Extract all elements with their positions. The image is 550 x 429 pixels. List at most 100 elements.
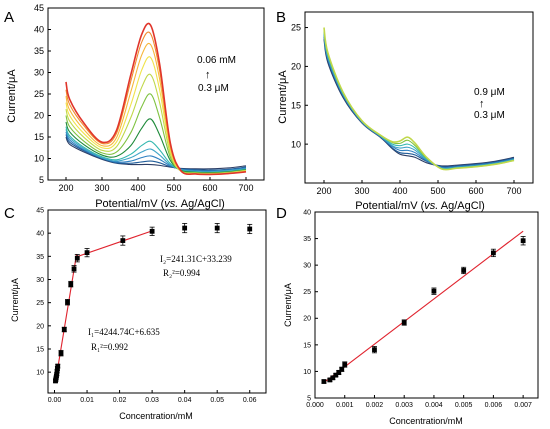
- data-point-d: [327, 377, 333, 383]
- legend-top-b: 0.9 μM: [474, 87, 505, 98]
- x-tick-label-3: 0.005: [455, 402, 473, 409]
- y-tick-label-3: 25: [303, 289, 311, 296]
- series-line-b-6: [323, 27, 515, 171]
- y-tick-label-3: 20: [303, 316, 311, 323]
- x-tick-label-2: 0.03: [145, 397, 159, 404]
- data-point-c: [61, 327, 67, 332]
- y-axis-label-b: Current/μA: [277, 70, 289, 124]
- x-tick-label-3: 0.000: [306, 402, 324, 409]
- plot-frame-a: [47, 7, 265, 181]
- data-point-d: [339, 366, 345, 372]
- y-axis-label-c: Current/μA: [10, 278, 20, 322]
- data-point-d: [431, 288, 437, 294]
- x-tick-label-3: 0.001: [336, 402, 354, 409]
- panel-letter-d: D: [276, 205, 287, 222]
- data-point-d: [372, 347, 377, 353]
- y-tick-label-0: 20: [34, 111, 44, 121]
- curves-a: [65, 22, 247, 176]
- x-axis-label-a: Potential/mV (vs. Ag/AgCl): [95, 198, 225, 210]
- x-tick-label-2: 0.05: [210, 397, 224, 404]
- curves-b: [323, 27, 515, 171]
- data-point-c: [58, 350, 64, 356]
- y-axis-label-d: Current/μA: [283, 283, 293, 327]
- x-tick-label-0: 300: [94, 183, 109, 193]
- data-point-c: [54, 368, 60, 374]
- points-c: [52, 223, 253, 384]
- panel-letter-a: A: [4, 9, 14, 26]
- x-axis-label-b-italic: vs.: [424, 200, 438, 212]
- y-tick-label-2: 10: [36, 370, 44, 377]
- fit-lines-c: [54, 230, 153, 382]
- data-point-c: [247, 226, 253, 232]
- y-tick-label-2: 40: [36, 231, 44, 238]
- legend-top-a: 0.06 mM: [197, 55, 236, 66]
- x-tick-label-2: 0.06: [243, 397, 257, 404]
- y-tick-label-0: 35: [34, 46, 44, 56]
- y-tick-label-1: 10: [291, 139, 301, 149]
- data-point-c: [68, 281, 74, 287]
- x-tick-label-3: 0.004: [425, 402, 443, 409]
- data-point-d: [520, 238, 526, 244]
- data-point-d: [336, 370, 342, 375]
- data-point-c: [71, 266, 77, 272]
- data-point-c: [74, 255, 80, 261]
- y-tick-label-0: 25: [34, 89, 44, 99]
- data-point-d: [342, 362, 348, 367]
- y-tick-label-2: 15: [36, 346, 44, 353]
- data-point-d: [491, 250, 496, 256]
- x-axis-label-a-tail: Ag/AgCl): [178, 198, 224, 210]
- y-tick-label-2: 25: [36, 300, 44, 307]
- data-point-c: [65, 299, 70, 305]
- fit-equation-2: I₂=241.31C+33.239: [160, 254, 232, 264]
- data-point-d: [330, 375, 336, 381]
- y-tick-label-1: 15: [291, 100, 301, 110]
- x-tick-label-1: 300: [354, 186, 369, 196]
- x-tick-label-3: 0.003: [395, 402, 413, 409]
- y-tick-label-3: 10: [303, 369, 311, 376]
- data-point-d: [321, 379, 327, 384]
- x-tick-label-2: 0.00: [48, 397, 62, 404]
- ticks-c: 0.00 0.01 0.02 0.03 0.04 0.05 0.06 10 15 20 25 30 35…: [36, 207, 256, 404]
- y-tick-label-1: 20: [291, 62, 301, 72]
- x-tick-label-2: 0.02: [113, 397, 127, 404]
- x-tick-label-0: 200: [58, 183, 73, 193]
- data-point-d: [401, 320, 407, 325]
- data-point-c: [214, 225, 220, 231]
- panel-a-chart: 200 300 400 500 600 700 5 10 15 20 25 30 35 40 45 Curr…: [6, 3, 265, 210]
- points-d: [321, 236, 526, 384]
- x-axis-label-d: Concentration/mM: [389, 416, 463, 426]
- x-tick-label-3: 0.007: [514, 402, 532, 409]
- data-point-d: [461, 268, 467, 273]
- x-axis-label-c: Concentration/mM: [119, 411, 193, 421]
- x-axis-label-b-tail: Ag/AgCl): [438, 200, 484, 212]
- legend-arrow-b: ↑: [479, 98, 485, 110]
- x-tick-label-2: 0.04: [178, 397, 192, 404]
- x-tick-label-1: 400: [392, 186, 407, 196]
- panel-b-chart: 200 300 400 500 600 700 10 15 20 25 Current/μA Po…: [277, 11, 534, 212]
- series-line-a-1: [65, 134, 247, 171]
- plot-frame-d: [314, 211, 539, 399]
- y-tick-label-0: 10: [34, 154, 44, 164]
- fit-r-squared-2: R₂²=0.994: [163, 268, 201, 278]
- y-tick-label-2: 30: [36, 277, 44, 284]
- x-tick-label-1: 200: [316, 186, 331, 196]
- y-tick-label-3: 5: [307, 395, 311, 402]
- data-point-d: [333, 372, 339, 378]
- panel-c-chart: 0.00 0.01 0.02 0.03 0.04 0.05 0.06 10 15 20 25 30 35…: [10, 207, 267, 421]
- ticks-a: 200 300 400 500 600 700 5 10 15 20 25 30 35 40 45: [34, 3, 254, 193]
- x-axis-label-b: Potential/mV (vs. Ag/AgCl): [355, 200, 485, 212]
- y-tick-label-3: 30: [303, 263, 311, 270]
- x-axis-label-b-main: Potential/mV (: [355, 200, 424, 212]
- x-tick-label-0: 500: [166, 183, 181, 193]
- x-axis-label-a-main: Potential/mV (: [95, 198, 164, 210]
- y-tick-label-0: 45: [34, 3, 44, 13]
- data-point-c: [149, 228, 155, 234]
- y-tick-label-2: 45: [36, 207, 44, 214]
- series-line-a-11: [65, 22, 247, 176]
- legend-arrow-a: ↑: [205, 69, 211, 81]
- plot-frame-c: [47, 209, 267, 394]
- fit-r-squared-1: R₁²=0.992: [91, 342, 128, 352]
- x-tick-label-0: 400: [130, 183, 145, 193]
- y-axis-label-a: Current/μA: [6, 69, 18, 123]
